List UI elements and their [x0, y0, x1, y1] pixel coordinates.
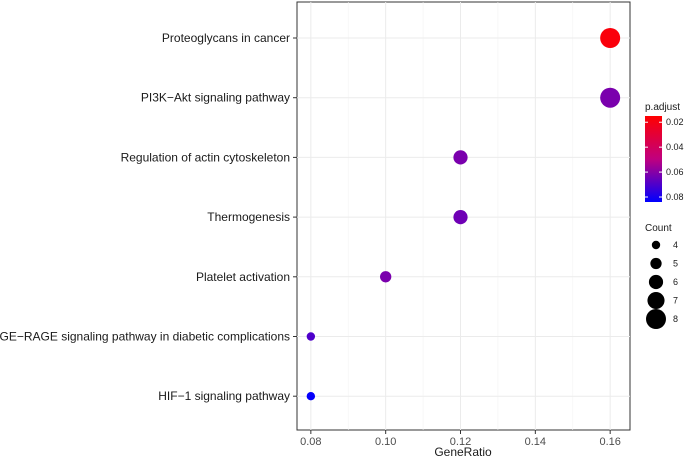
y-category-label: HIF−1 signaling pathway [158, 389, 290, 403]
y-category-label: AGE−RAGE signaling pathway in diabetic c… [0, 330, 290, 344]
color-legend-title: p.adjust [645, 102, 680, 113]
x-tick-label: 0.08 [300, 436, 321, 448]
data-point [453, 210, 468, 225]
data-point [306, 332, 316, 341]
size-legend-label: 8 [673, 314, 678, 324]
y-category-label: Proteoglycans in cancer [162, 31, 290, 45]
size-legend-label: 4 [673, 240, 678, 250]
data-points [306, 28, 621, 401]
size-legend-dot [648, 274, 664, 290]
data-point [600, 87, 621, 108]
size-legend-label: 7 [673, 296, 678, 306]
color-legend-label: 0.08 [666, 192, 684, 202]
size-legend-label: 6 [673, 277, 678, 287]
color-legend: p.adjust 0.02 0.04 0.06 0.08 [645, 102, 684, 202]
data-point [380, 271, 392, 283]
grid-lines [297, 2, 630, 430]
color-legend-bar [645, 116, 662, 202]
color-legend-label: 0.02 [666, 117, 684, 127]
size-legend-dot [651, 240, 661, 250]
x-axis: 0.08 0.10 0.12 0.14 0.16 [300, 430, 621, 448]
size-legend-dot [650, 257, 662, 270]
y-axis: Proteoglycans in cancer PI3K−Akt signalin… [0, 31, 297, 403]
color-legend-label: 0.06 [666, 167, 684, 177]
x-axis-title: GeneRatio [434, 445, 492, 459]
size-legend: Count 4 5 6 7 8 [645, 223, 678, 329]
y-category-label: Thermogenesis [207, 210, 290, 224]
size-legend-title: Count [645, 223, 672, 234]
x-tick-label: 0.10 [375, 436, 396, 448]
y-category-label: Regulation of actin cytoskeleton [121, 150, 290, 164]
size-legend-dot [646, 309, 666, 329]
x-tick-label: 0.12 [450, 436, 471, 448]
y-category-label: PI3K−Akt signaling pathway [141, 91, 290, 105]
data-point [453, 150, 468, 165]
x-tick-label: 0.14 [525, 436, 546, 448]
x-tick-label: 0.16 [599, 436, 620, 448]
size-legend-label: 5 [673, 259, 678, 269]
data-point [306, 392, 316, 401]
size-legend-dot [647, 291, 665, 310]
y-category-label: Platelet activation [196, 270, 290, 284]
data-point [600, 28, 621, 48]
color-legend-label: 0.04 [666, 142, 684, 152]
